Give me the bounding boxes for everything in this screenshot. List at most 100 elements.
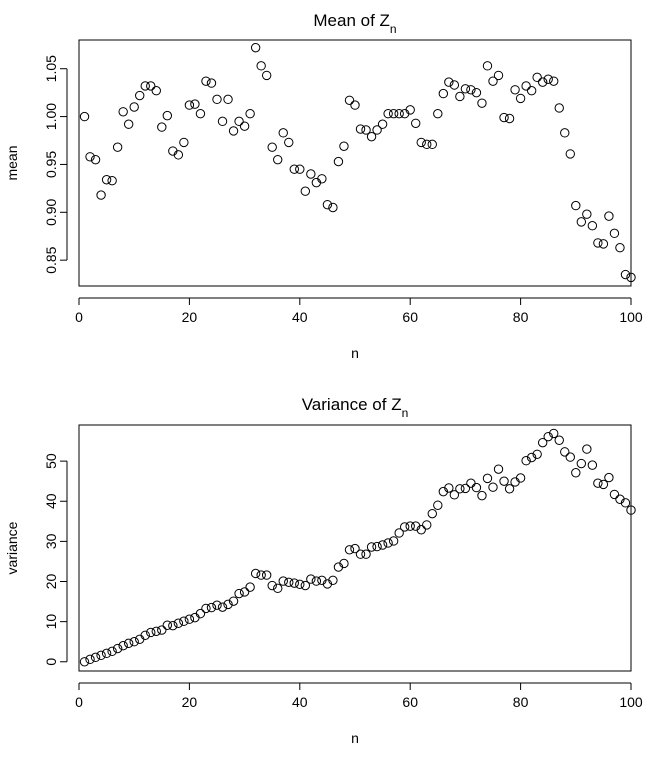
data-point: [168, 620, 178, 631]
data-point: [212, 600, 222, 610]
data-point: [118, 641, 128, 651]
data-point: [532, 72, 542, 83]
data-point: [444, 77, 454, 87]
data-point: [112, 142, 123, 152]
x-tick-label: 60: [402, 694, 418, 710]
data-point: [228, 126, 239, 136]
x-tick-label: 100: [619, 309, 643, 325]
y-tick-label: 20: [43, 574, 59, 590]
data-point: [140, 81, 150, 91]
data-point: [411, 118, 421, 128]
data-point: [107, 176, 117, 186]
data-point: [427, 139, 437, 150]
data-point: [615, 243, 625, 253]
data-point: [587, 220, 598, 231]
data-point: [383, 538, 393, 548]
data-point: [184, 614, 195, 624]
chart-title-subscript: n: [390, 22, 397, 36]
data-point: [195, 608, 206, 619]
data-point: [273, 154, 283, 165]
data-point: [85, 654, 95, 665]
data-point: [565, 452, 575, 462]
data-point: [261, 570, 272, 580]
data-point: [510, 477, 520, 487]
data-point: [250, 568, 261, 579]
data-point: [162, 110, 173, 121]
data-point: [289, 578, 299, 588]
data-point: [493, 70, 504, 81]
data-point: [460, 483, 471, 494]
plot-frame: [78, 39, 632, 287]
data-point: [123, 119, 134, 129]
data-point: [488, 482, 498, 492]
data-point: [388, 109, 399, 119]
data-point: [466, 85, 476, 95]
data-point: [571, 468, 581, 478]
data-point: [328, 575, 338, 586]
data-point: [543, 431, 553, 442]
data-point: [151, 626, 161, 636]
data-point: [250, 42, 261, 53]
data-point: [173, 618, 184, 628]
variance-panel: Variance of Zn0 20 40 60 80 10001020304050nva…: [4, 395, 643, 746]
data-point: [344, 545, 355, 555]
data-point: [107, 646, 117, 657]
data-point: [135, 90, 145, 101]
data-point: [482, 473, 493, 484]
data-point: [620, 269, 631, 280]
data-point: [79, 657, 90, 667]
data-point: [234, 116, 244, 127]
data-point: [328, 202, 338, 213]
data-point: [267, 580, 277, 591]
chart-title: Variance of Zn: [302, 395, 409, 420]
data-point: [157, 625, 167, 635]
data-point: [377, 540, 388, 550]
data-point: [576, 217, 587, 227]
data-point: [466, 478, 476, 488]
data-point: [394, 109, 404, 119]
data-point: [179, 137, 189, 148]
data-point: [554, 103, 564, 113]
data-point: [471, 87, 482, 98]
data-point: [239, 121, 250, 131]
data-point: [344, 95, 355, 106]
data-point: [604, 211, 614, 221]
data-point: [339, 558, 349, 569]
x-tick-label: 20: [182, 309, 198, 325]
data-point: [537, 77, 548, 87]
data-point: [521, 81, 531, 91]
data-point: [206, 78, 217, 88]
data-point: [405, 521, 415, 531]
data-point: [123, 638, 134, 649]
data-point: [201, 603, 211, 614]
data-point: [399, 522, 410, 532]
data-point: [504, 113, 515, 124]
data-point: [223, 599, 233, 610]
x-tick-label: 40: [292, 309, 308, 325]
data-point: [217, 602, 228, 612]
data-point: [355, 124, 366, 134]
data-point: [284, 577, 294, 588]
data-point: [295, 164, 305, 174]
data-point: [571, 200, 581, 211]
x-tick-label: 20: [182, 694, 198, 710]
data-point: [609, 489, 620, 500]
data-point: [173, 150, 184, 160]
data-point: [96, 190, 106, 200]
data-point: [449, 80, 460, 90]
data-point: [361, 549, 371, 559]
y-tick-label: 0.95: [43, 151, 59, 178]
data-point: [101, 175, 112, 185]
data-point: [626, 272, 636, 283]
x-tick-label: 80: [513, 694, 529, 710]
data-point: [549, 428, 559, 439]
x-tick-label: 60: [402, 309, 418, 325]
data-point: [560, 447, 570, 457]
data-point: [582, 444, 592, 454]
data-point: [239, 587, 250, 597]
data-point: [96, 650, 106, 661]
data-point: [306, 574, 316, 584]
y-tick-label: 1.00: [43, 103, 59, 130]
x-tick-label: 100: [619, 694, 643, 710]
data-point: [206, 602, 217, 613]
